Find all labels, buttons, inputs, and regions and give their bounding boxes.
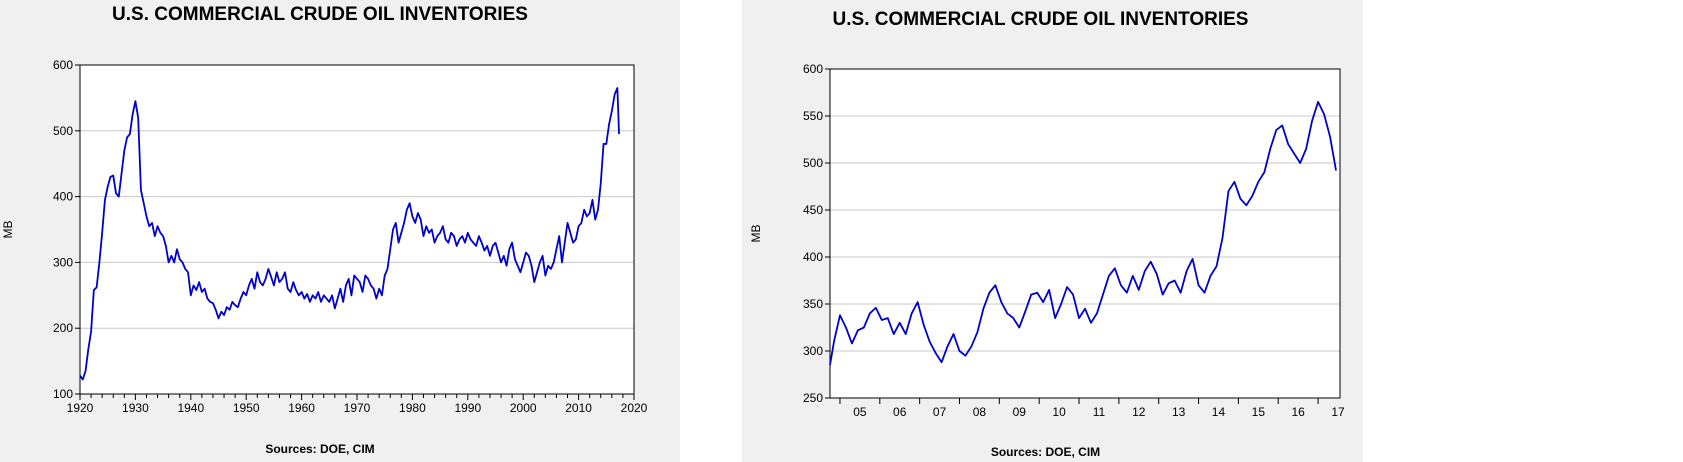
- x-tick-label: 09: [1013, 405, 1027, 419]
- x-tick-label: 1940: [177, 401, 204, 415]
- x-tick-label: 12: [1132, 405, 1146, 419]
- plot-area: [830, 69, 1340, 398]
- x-tick-label: 08: [973, 405, 987, 419]
- right-chart-panel: U.S. COMMERCIAL CRUDE OIL INVENTORIES 25…: [742, 0, 1363, 462]
- y-tick-label: 600: [53, 58, 73, 72]
- y-tick-label: 200: [53, 321, 73, 335]
- x-tick-label: 1960: [288, 401, 315, 415]
- x-tick-label: 1950: [233, 401, 260, 415]
- right-chart-title: U.S. COMMERCIAL CRUDE OIL INVENTORIES: [832, 9, 1249, 30]
- left-chart: 100 200 300 400 500 600 1920 1930 1940 1950 1960 19…: [1, 58, 648, 415]
- x-tick-label: 1980: [399, 401, 426, 415]
- left-chart-panel: U.S. COMMERCIAL CRUDE OIL INVENTORIES 10…: [0, 0, 680, 462]
- x-tick-label: 16: [1291, 405, 1305, 419]
- series-line: [829, 101, 1337, 366]
- y-tick-label: 400: [803, 250, 823, 264]
- y-tick-label: 350: [803, 297, 823, 311]
- plot-border: [79, 64, 635, 395]
- y-tick-label: 500: [803, 156, 823, 170]
- series-line: [79, 87, 620, 381]
- y-tick-label: 100: [53, 387, 73, 401]
- x-tick-label: 2010: [565, 401, 592, 415]
- right-chart-source: Sources: DOE, CIM: [990, 445, 1101, 459]
- x-tick-label: 1920: [67, 401, 94, 415]
- y-tick-label: 250: [803, 391, 823, 405]
- x-tick-label: 1930: [122, 401, 149, 415]
- x-tick-label: 05: [853, 405, 867, 419]
- left-chart-title: U.S. COMMERCIAL CRUDE OIL INVENTORIES: [112, 4, 528, 25]
- x-tick-label: 11: [1093, 405, 1106, 419]
- left-chart-source: Sources: DOE, CIM: [265, 442, 375, 456]
- plot-border: [829, 68, 1341, 399]
- y-tick-label: 600: [803, 62, 823, 76]
- x-tick-label: 15: [1252, 405, 1266, 419]
- y-axis-label: MB: [749, 225, 763, 243]
- x-tick-label: 14: [1212, 405, 1226, 419]
- x-tick-label: 17: [1331, 405, 1345, 419]
- y-tick-label: 300: [53, 255, 73, 269]
- x-tick-label: 10: [1052, 405, 1066, 419]
- y-tick-label: 500: [53, 124, 73, 138]
- plot-area: [80, 65, 634, 394]
- x-tick-label: 1990: [454, 401, 481, 415]
- x-tick-label: 13: [1172, 405, 1186, 419]
- x-tick-label: 2020: [621, 401, 648, 415]
- y-tick-label: 300: [803, 344, 823, 358]
- x-tick-label: 07: [933, 405, 947, 419]
- y-tick-label: 400: [53, 190, 73, 204]
- x-tick-label: 06: [893, 405, 907, 419]
- x-tick-label: 1970: [344, 401, 371, 415]
- right-chart: 250 300 350 400 450 500 550 600 05 06 07 08 09 10 11 12…: [749, 62, 1345, 419]
- y-axis-label: MB: [1, 221, 15, 239]
- y-tick-label: 550: [803, 109, 823, 123]
- x-tick-label: 2000: [510, 401, 537, 415]
- y-tick-label: 450: [803, 203, 823, 217]
